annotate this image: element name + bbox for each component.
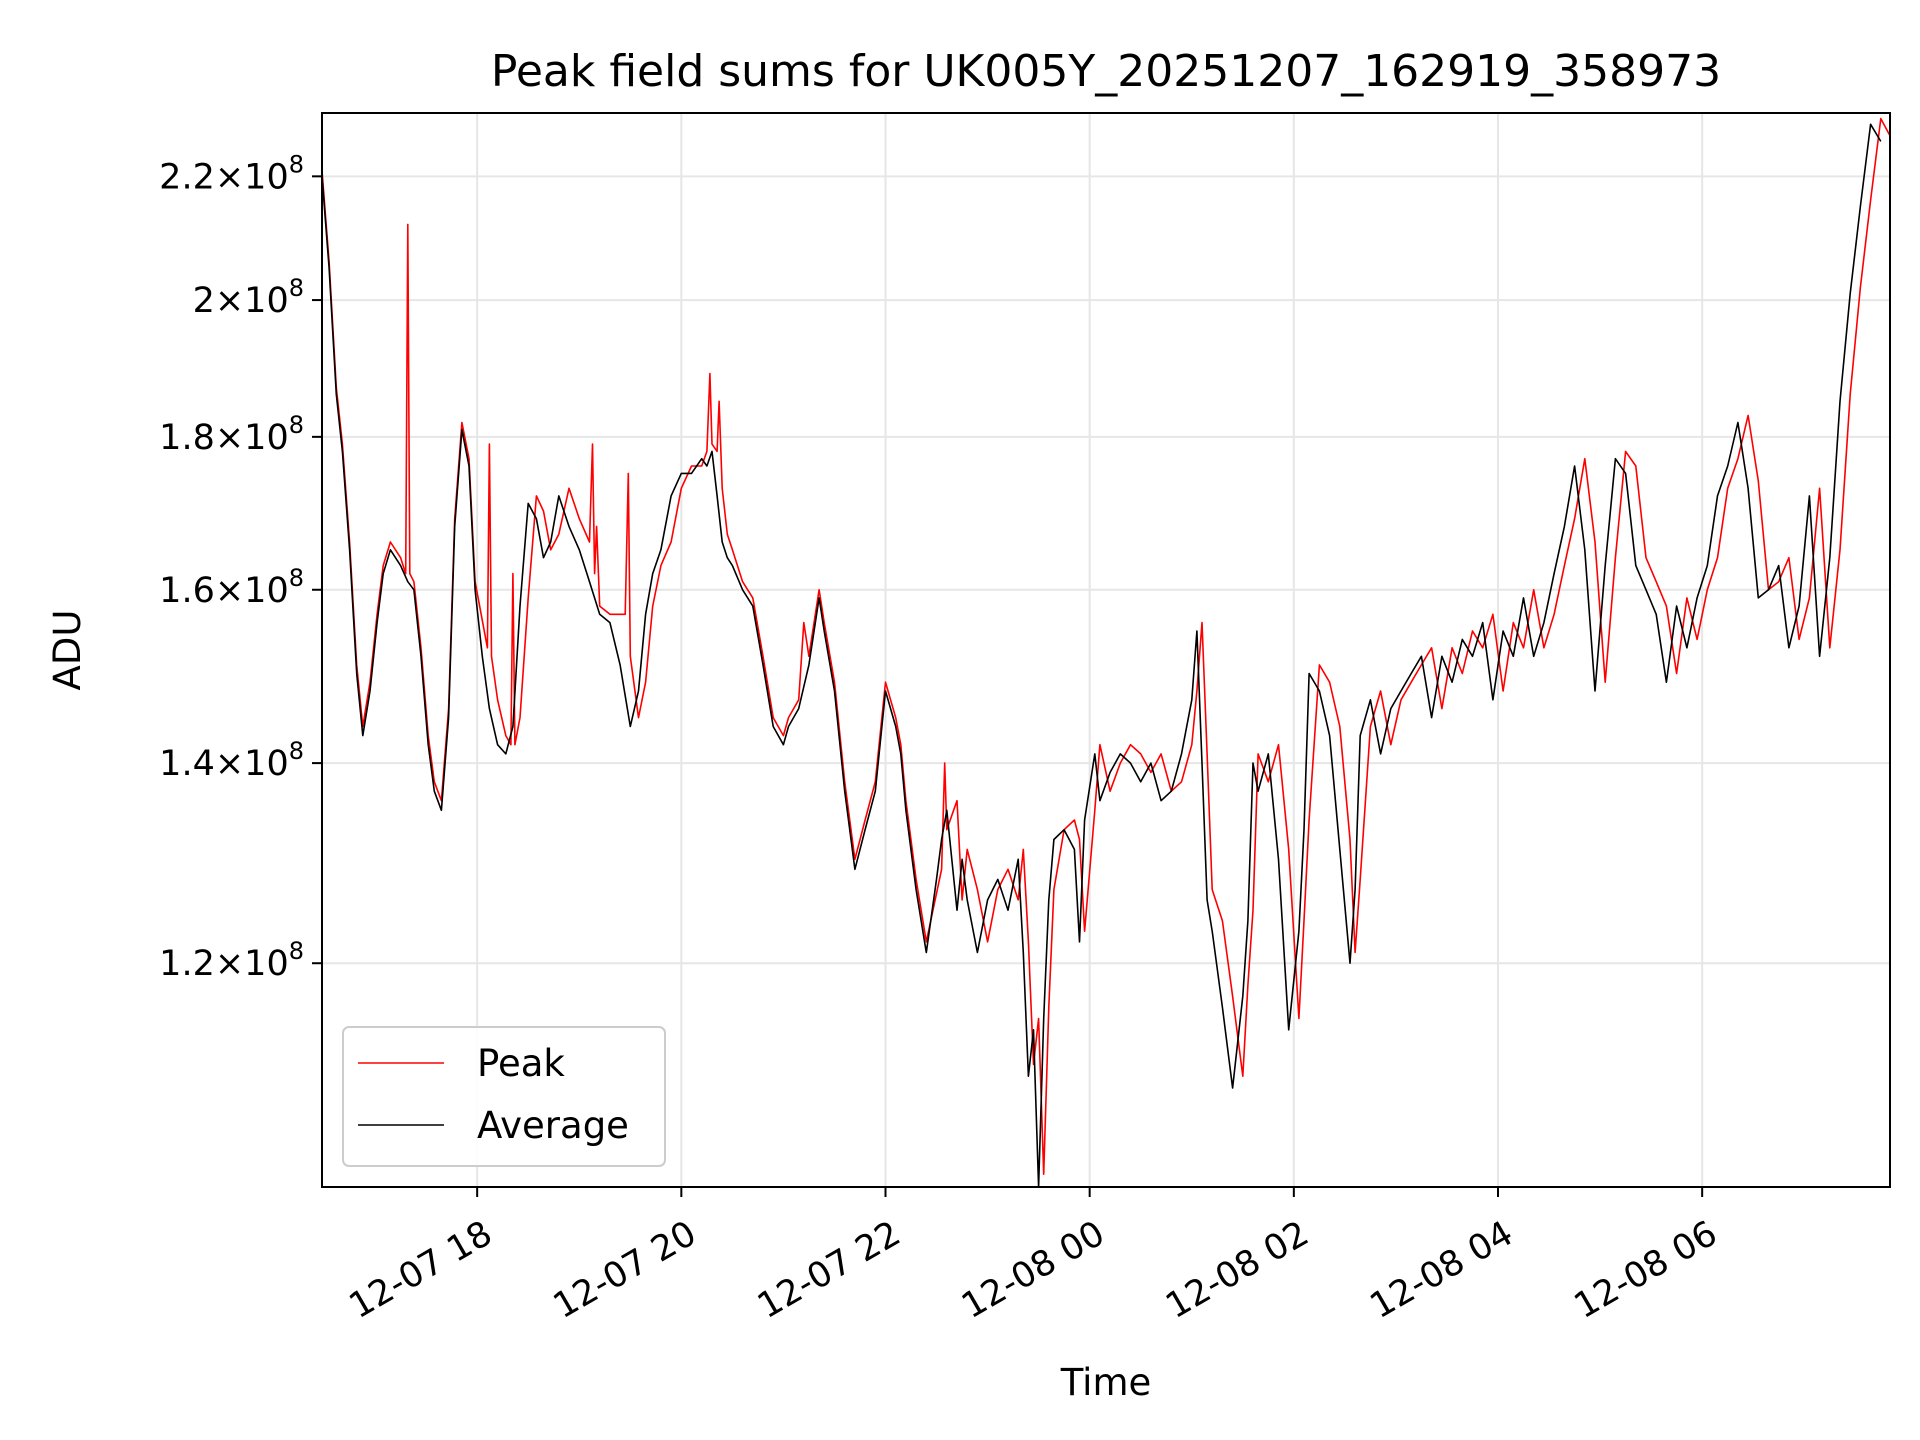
legend: Peak Average bbox=[342, 1026, 666, 1167]
y-axis: 1.2×108 1.4×108 1.6×108 1.8×108 2×108 2.2×108 bbox=[159, 150, 322, 984]
y-tick-label: 1.8×108 bbox=[159, 411, 304, 458]
y-tick-label: 2.2×108 bbox=[159, 150, 304, 197]
y-axis-label: ADU bbox=[46, 610, 89, 691]
y-tick-label: 1.6×108 bbox=[159, 564, 304, 611]
legend-box bbox=[342, 1026, 666, 1167]
legend-average-label: Average bbox=[477, 1104, 629, 1147]
legend-peak-label: Peak bbox=[477, 1042, 565, 1085]
axes-frame bbox=[321, 112, 1891, 1188]
y-tick-label: 1.2×108 bbox=[159, 937, 304, 984]
plot-area bbox=[321, 117, 1891, 1188]
y-tick-label: 1.4×108 bbox=[159, 737, 304, 784]
series-line-peak bbox=[321, 117, 1891, 1175]
chart-title: Peak field sums for UK005Y_20251207_1629… bbox=[491, 46, 1721, 97]
x-axis-label: Time bbox=[1060, 1361, 1152, 1404]
series-line-average bbox=[321, 123, 1882, 1188]
y-tick-label: 2×108 bbox=[193, 274, 304, 321]
